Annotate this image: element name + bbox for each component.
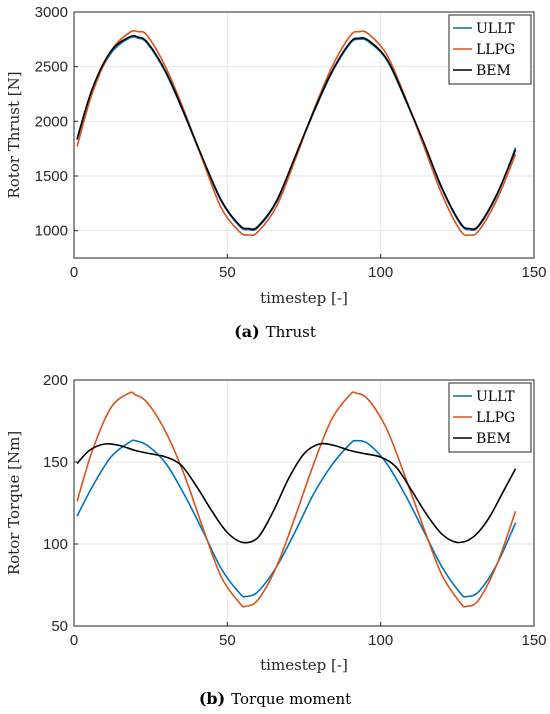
series-line-llpg	[76, 391, 517, 608]
x-tick-label: 0	[70, 632, 78, 649]
x-tick-label: 150	[521, 264, 546, 281]
x-tick-label: 0	[70, 264, 78, 281]
axes-box	[73, 11, 535, 259]
legend-label-bem: BEM	[476, 63, 511, 79]
x-axis-label: timestep [-]	[260, 289, 348, 307]
y-axis-label: Rotor Thrust [N]	[5, 71, 23, 198]
y-tick-label: 1000	[35, 223, 68, 240]
series-line-bem	[76, 442, 517, 544]
caption-tag-close: )	[252, 322, 260, 341]
y-axis-label: Rotor Torque [Nm]	[5, 431, 23, 575]
thrust-chart-panel: 0 50 100 150 1000 1500 2000 2500 3000 timestep […	[5, 4, 547, 341]
caption-tag-letter: a	[242, 322, 252, 341]
series-line-ullt	[76, 439, 517, 598]
y-tick-label: 50	[51, 618, 68, 635]
axes-box	[73, 379, 535, 627]
x-tick-label: 100	[368, 632, 393, 649]
legend-label-llpg: LLPG	[476, 42, 515, 58]
caption-tag-close: )	[218, 689, 226, 708]
y-tick-label: 200	[43, 372, 68, 389]
legend: ULLT LLPG BEM	[448, 382, 532, 453]
x-axis-label: timestep [-]	[260, 656, 348, 674]
series-line-llpg	[76, 29, 517, 237]
legend-label-llpg: LLPG	[476, 410, 515, 426]
caption-tag-letter: b	[206, 689, 217, 708]
tick-labels: 0 50 100 150 1000 1500 2000 2500 3000	[35, 4, 547, 281]
y-tick-label: 3000	[35, 4, 68, 21]
legend-label-ullt: ULLT	[476, 389, 515, 405]
caption-text: Torque moment	[231, 690, 351, 708]
y-tick-label: 1500	[35, 168, 68, 185]
legend: ULLT LLPG BEM	[448, 14, 532, 85]
y-tick-label: 2500	[35, 59, 68, 76]
caption-tag-open: (	[234, 322, 242, 341]
legend-label-ullt: ULLT	[476, 21, 515, 37]
x-tick-label: 150	[521, 632, 546, 649]
series-line-bem	[76, 35, 517, 230]
caption-tag-open: (	[199, 689, 207, 708]
x-tick-label: 100	[368, 264, 393, 281]
series-lines	[76, 29, 517, 237]
y-tick-label: 100	[43, 536, 68, 553]
series-lines	[76, 391, 517, 608]
legend-label-bem: BEM	[476, 431, 511, 447]
x-tick-label: 50	[219, 632, 236, 649]
panel-caption: (a) Thrust	[234, 322, 316, 341]
x-tick-label: 50	[219, 264, 236, 281]
panel-caption: (b) Torque moment	[199, 689, 351, 708]
y-tick-label: 2000	[35, 113, 68, 130]
y-tick-label: 150	[43, 454, 68, 471]
caption-text: Thrust	[266, 323, 316, 341]
